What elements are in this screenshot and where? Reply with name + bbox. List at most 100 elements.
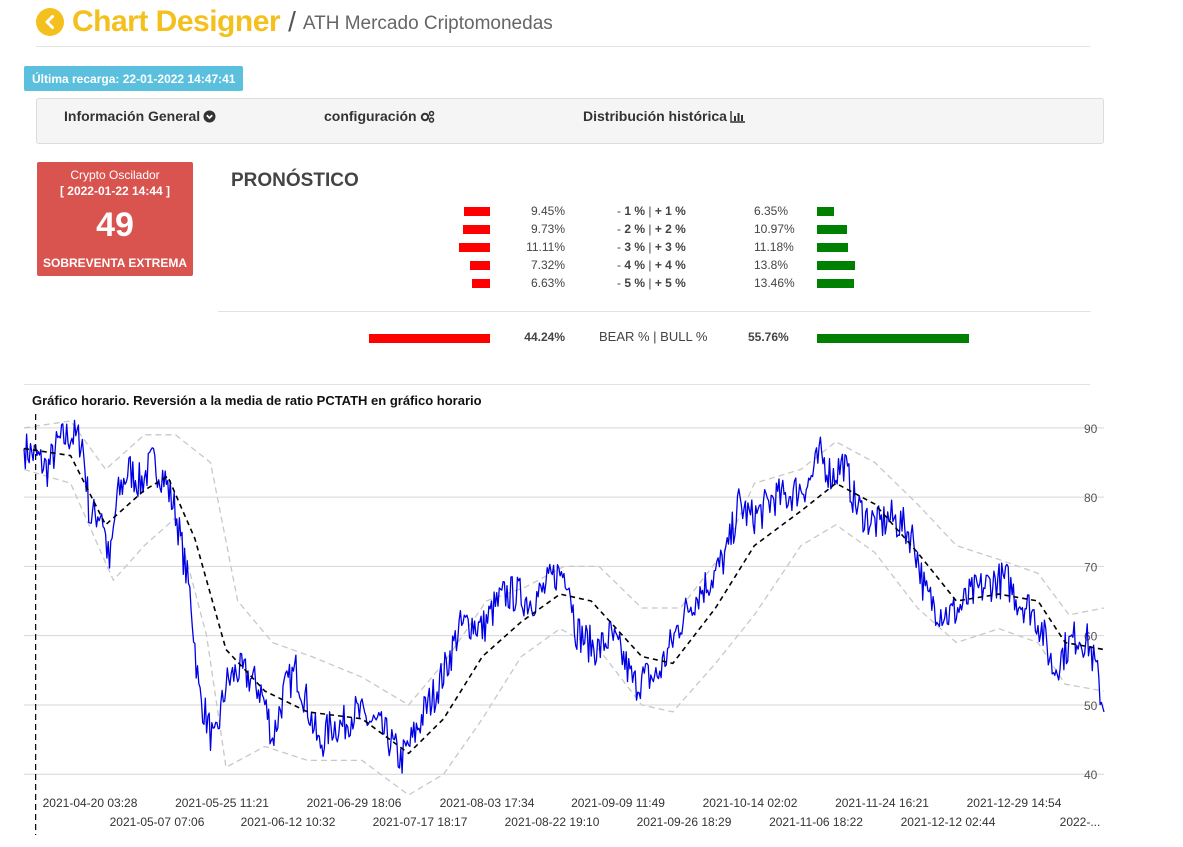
x-tick-label: 2021-05-07 07:06 (110, 815, 205, 829)
range-separator: | (645, 258, 655, 272)
back-chevron-icon[interactable] (36, 8, 64, 36)
bull-bar (817, 243, 848, 252)
tab-label: configuración (324, 108, 417, 124)
bar-chart-icon (730, 110, 745, 123)
bear-bar (463, 225, 490, 234)
x-tick-label: 2021-12-12 02:44 (901, 815, 996, 829)
bull-percent: 13.8% (754, 258, 789, 272)
bull-percent: 10.97% (754, 222, 795, 236)
crypto-oscillator-card: Crypto Oscilador [ 2022-01-22 14:44 ] 49… (37, 162, 193, 276)
bear-percent: 9.73% (530, 222, 565, 236)
forecast-divider (218, 311, 1091, 312)
total-bear-bull-label: BEAR % | BULL % (599, 329, 708, 344)
range-positive: + 4 % (654, 258, 686, 272)
x-tick-label: 2021-06-12 10:32 (241, 815, 336, 829)
bear-bar (472, 279, 490, 288)
upper-band-line (23, 420, 1105, 706)
bear-bar (464, 207, 490, 216)
range-prefix: - (617, 222, 625, 236)
range-negative: 4 % (624, 258, 646, 272)
range-prefix: - (617, 276, 625, 290)
oscillator-title: Crypto Oscilador (70, 168, 160, 182)
range-separator: | (645, 276, 655, 290)
tab-label: Distribución histórica (583, 108, 727, 124)
range-prefix: - (617, 258, 625, 272)
bull-bar (817, 207, 834, 216)
x-tick-label: 2021-05-25 11:21 (175, 796, 269, 810)
range-negative: 2 % (624, 222, 646, 236)
bull-percent: 11.18% (754, 240, 794, 254)
range-negative: 1 % (624, 204, 646, 218)
x-tick-label: 2021-07-17 18:17 (373, 815, 468, 829)
y-tick-label: 50 (1084, 699, 1098, 713)
x-tick-label: 2021-08-03 17:34 (440, 796, 535, 810)
x-tick-label: 2021-11-24 16:21 (835, 796, 929, 810)
y-tick-label: 40 (1084, 768, 1098, 782)
range-positive: + 1 % (654, 204, 686, 218)
x-tick-label: 2022-... (1060, 815, 1101, 829)
total-bull-label: 55.76% (748, 330, 789, 344)
lower-band-line (23, 468, 1105, 796)
range-negative: 5 % (624, 276, 646, 290)
bull-percent: 6.35% (754, 204, 789, 218)
x-tick-label: 2021-10-14 02:02 (703, 796, 798, 810)
y-tick-label: 70 (1084, 560, 1098, 574)
page-subtitle: ATH Mercado Criptomonedas (302, 13, 553, 34)
range-label: - 2 % | + 2 % (617, 222, 686, 236)
range-label: - 5 % | + 5 % (617, 276, 686, 290)
bear-percent: 11.11% (526, 240, 565, 254)
bear-bar (470, 261, 490, 270)
x-tick-label: 2021-09-26 18:29 (637, 815, 732, 829)
pctath-series-line (23, 419, 1105, 774)
range-negative: 3 % (624, 240, 646, 254)
chevron-down-circle-icon (203, 110, 216, 122)
range-prefix: - (617, 240, 625, 254)
tab-bar: Información General configuración Distri… (36, 98, 1104, 144)
bear-percent: 6.63% (530, 276, 565, 290)
bull-bar (817, 279, 854, 288)
bear-percent: 7.32% (530, 258, 565, 272)
total-bull-bar (817, 334, 969, 343)
range-label: - 4 % | + 4 % (617, 258, 686, 272)
chart-title: Gráfico horario. Reversión a la media de… (32, 393, 482, 408)
header-divider (36, 46, 1090, 47)
range-prefix: - (617, 204, 625, 218)
x-tick-label: 2021-12-29 14:54 (967, 796, 1062, 810)
reload-timestamp: 22-01-2022 14:47:41 (122, 71, 236, 86)
oscillator-value: 49 (96, 206, 134, 244)
reload-label: Última recarga: (32, 71, 120, 86)
bear-bar (459, 243, 490, 252)
range-positive: + 3 % (654, 240, 686, 254)
range-positive: + 5 % (654, 276, 686, 290)
x-tick-label: 2021-06-29 18:06 (307, 796, 402, 810)
range-label: - 3 % | + 3 % (617, 240, 686, 254)
bull-percent: 13.46% (754, 276, 795, 290)
x-tick-label: 2021-09-09 11:49 (571, 796, 665, 810)
x-tick-label: 2021-08-22 19:10 (505, 815, 600, 829)
x-tick-label: 2021-04-20 03:28 (43, 796, 138, 810)
oscillator-status: SOBREVENTA EXTREMA (42, 256, 187, 270)
last-reload-badge: Última recarga: 22-01-2022 14:47:41 (24, 66, 244, 91)
tab-distribucion-historica[interactable]: Distribución histórica (583, 108, 746, 124)
range-separator: | (645, 222, 655, 236)
bull-bar (817, 225, 847, 234)
tab-informacion-general[interactable]: Información General (64, 108, 216, 124)
y-tick-label: 90 (1084, 422, 1098, 436)
bull-bar (817, 261, 855, 270)
range-separator: | (645, 204, 655, 218)
total-bear-bar (369, 334, 490, 343)
forecast-title: PRONÓSTICO (231, 170, 359, 191)
tab-configuracion[interactable]: configuración (324, 108, 435, 124)
oscillator-date: [ 2022-01-22 14:44 ] (59, 184, 171, 198)
chart-top-divider (24, 384, 1090, 385)
range-separator: | (645, 240, 655, 254)
y-tick-label: 80 (1084, 491, 1098, 505)
x-tick-label: 2021-11-06 18:22 (769, 815, 863, 829)
moving-average-line (23, 447, 1105, 755)
range-label: - 1 % | + 1 % (617, 204, 686, 218)
total-bear-label: 44.24% (524, 330, 565, 344)
gears-icon (420, 110, 434, 123)
app-title[interactable]: Chart Designer (72, 5, 281, 38)
bear-percent: 9.45% (530, 204, 565, 218)
